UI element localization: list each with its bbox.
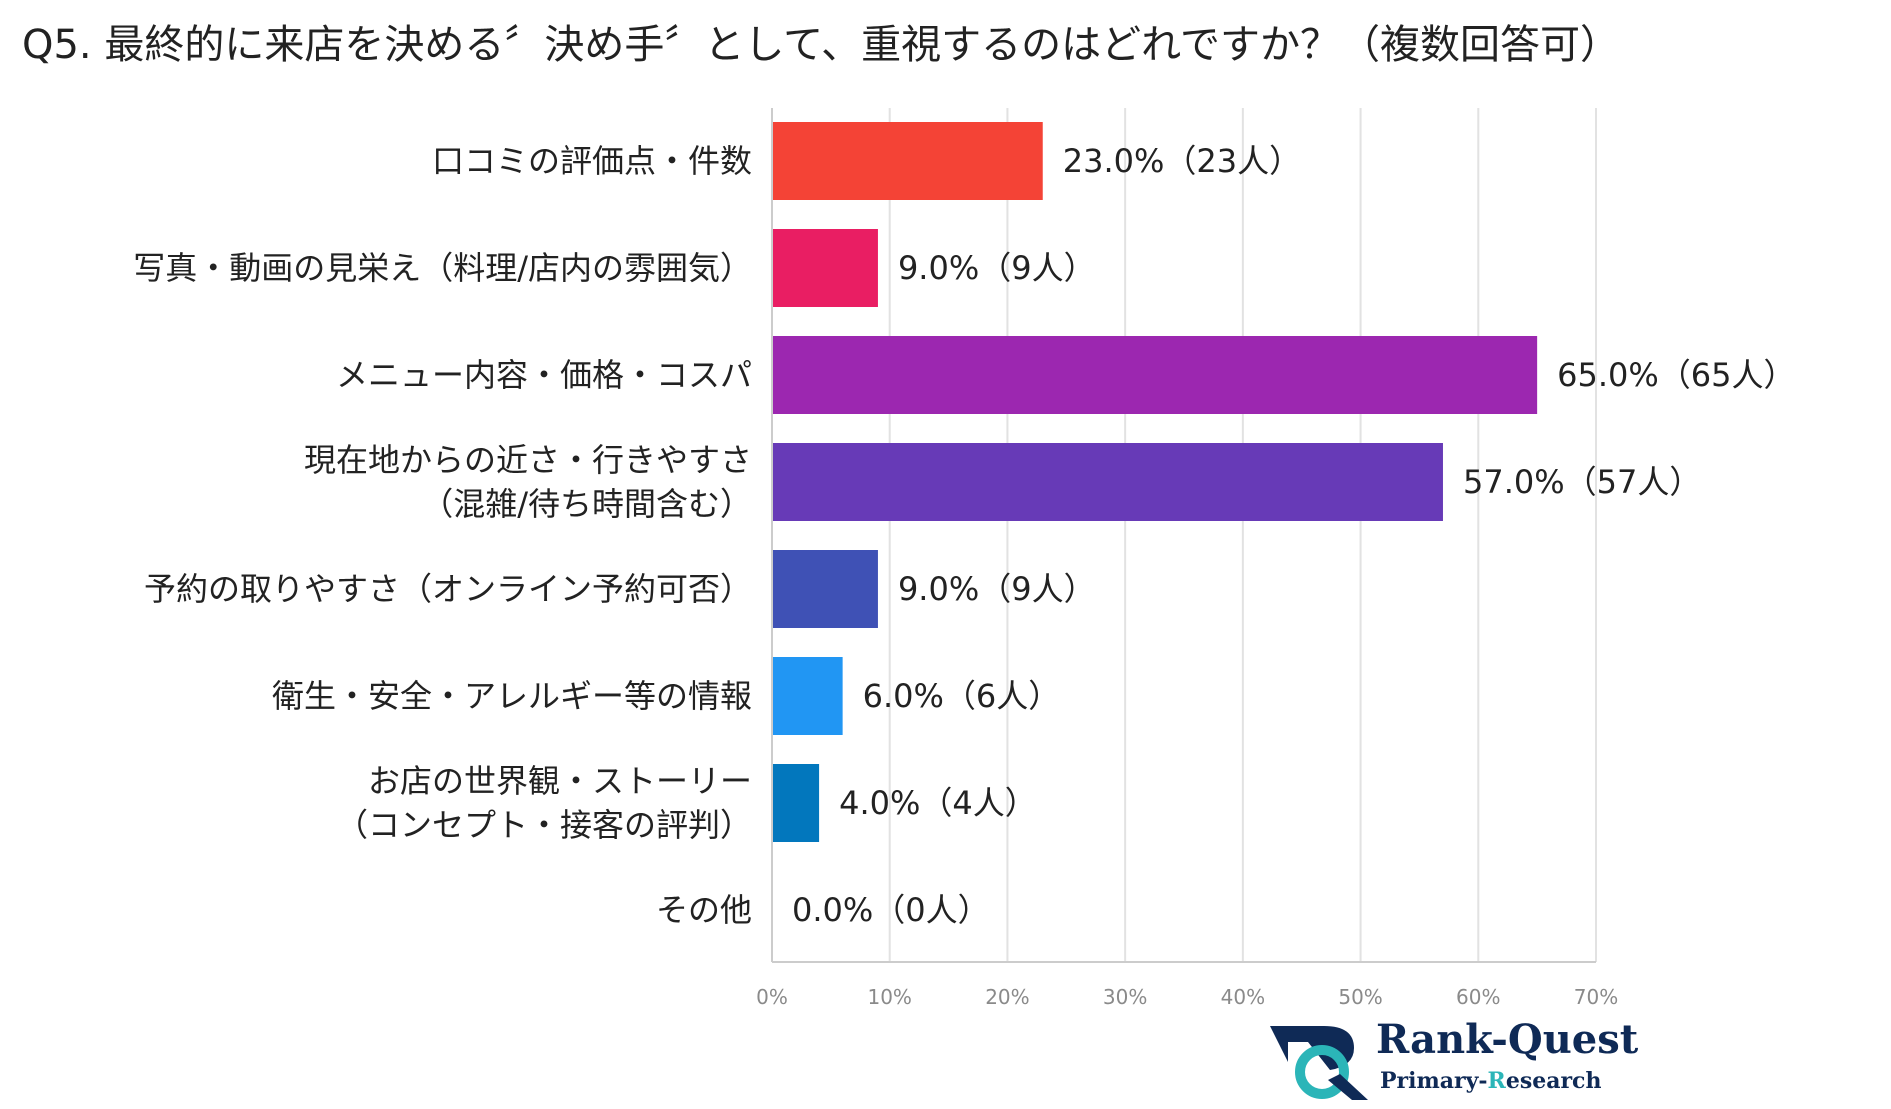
category-label: 口コミの評価点・件数 xyxy=(432,142,752,180)
x-tick-label: 40% xyxy=(1221,985,1265,1009)
bar xyxy=(772,336,1538,414)
bars xyxy=(772,122,1538,842)
x-tick-label: 0% xyxy=(756,985,788,1009)
bar xyxy=(772,657,843,735)
category-label: 現在地からの近さ・行きやすさ xyxy=(304,441,752,479)
x-tick-label: 30% xyxy=(1103,985,1147,1009)
grid-lines xyxy=(771,108,1597,962)
category-label: メニュー内容・価格・コスパ xyxy=(336,356,752,394)
category-label: 写真・動画の見栄え（料理/店内の雰囲気） xyxy=(133,249,752,287)
bar xyxy=(772,229,878,307)
logo-name: Rank-Quest xyxy=(1376,1016,1639,1063)
logo-subtitle-accent: R xyxy=(1487,1068,1506,1094)
value-label: 65.0%（65人） xyxy=(1557,356,1795,394)
logo-subtitle-prefix: Primary- xyxy=(1380,1068,1488,1094)
rank-quest-logo: Rank-Quest Primary-Research xyxy=(1268,1016,1648,1102)
x-tick-label: 50% xyxy=(1338,985,1382,1009)
chart-title: Q5. 最終的に来店を決める〞決め手〞として、重視するのはどれですか？（複数回答… xyxy=(22,22,1620,68)
logo-subtitle-suffix: esearch xyxy=(1505,1068,1602,1094)
category-label: （コンセプト・接客の評判） xyxy=(336,806,752,844)
bar xyxy=(772,122,1043,200)
value-label: 0.0%（0人） xyxy=(792,891,990,929)
value-label: 57.0%（57人） xyxy=(1463,463,1701,501)
value-label: 23.0%（23人） xyxy=(1063,142,1301,180)
bar xyxy=(772,443,1443,521)
logo-subtitle: Primary-Research xyxy=(1380,1068,1601,1094)
category-label: お店の世界観・ストーリー xyxy=(368,762,752,800)
bar xyxy=(772,550,878,628)
value-labels: 23.0%（23人） 9.0%（9人） 65.0%（65人） 57.0%（57人） 9.… xyxy=(792,142,1796,929)
value-label: 9.0%（9人） xyxy=(898,249,1096,287)
value-label: 4.0%（4人） xyxy=(839,784,1037,822)
x-tick-label: 70% xyxy=(1574,985,1618,1009)
value-label: 9.0%（9人） xyxy=(898,570,1096,608)
category-label: 衛生・安全・アレルギー等の情報 xyxy=(272,677,752,715)
value-label: 6.0%（6人） xyxy=(863,677,1061,715)
x-tick-label: 20% xyxy=(985,985,1029,1009)
rank-quest-logo-mark-icon xyxy=(1270,1026,1368,1100)
bar xyxy=(772,764,820,842)
category-label: （混雑/待ち時間含む） xyxy=(421,485,752,523)
category-label: 予約の取りやすさ（オンライン予約可否） xyxy=(144,570,752,608)
x-tick-label: 60% xyxy=(1456,985,1500,1009)
x-tick-label: 10% xyxy=(867,985,911,1009)
x-axis: 0% 10% 20% 30% 40% 50% 60% 70% xyxy=(756,108,1618,1009)
category-label: その他 xyxy=(656,891,752,929)
